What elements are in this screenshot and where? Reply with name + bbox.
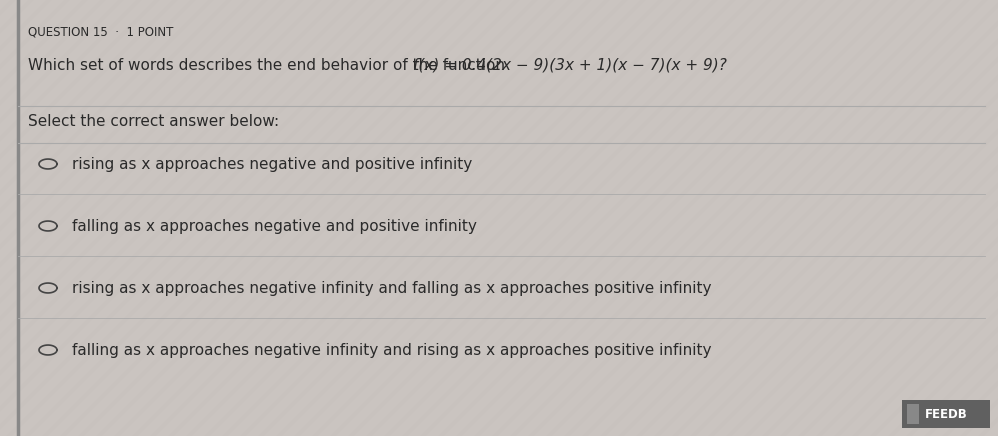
Text: falling as x approaches negative and positive infinity: falling as x approaches negative and pos… (72, 218, 477, 234)
Text: QUESTION 15  ·  1 POINT: QUESTION 15 · 1 POINT (28, 26, 174, 39)
Text: f(x) = 0.4(2x − 9)(3x + 1)(x − 7)(x + 9)?: f(x) = 0.4(2x − 9)(3x + 1)(x − 7)(x + 9)… (413, 58, 727, 73)
Text: falling as x approaches negative infinity and rising as x approaches positive in: falling as x approaches negative infinit… (72, 343, 712, 358)
Bar (902, 400, 990, 428)
Text: rising as x approaches negative infinity and falling as x approaches positive in: rising as x approaches negative infinity… (72, 280, 712, 296)
Text: rising as x approaches negative and positive infinity: rising as x approaches negative and posi… (72, 157, 472, 171)
Text: Select the correct answer below:: Select the correct answer below: (28, 114, 279, 129)
Bar (907, 404, 919, 424)
Text: FEEDB: FEEDB (925, 408, 968, 420)
Text: Which set of words describes the end behavior of the function: Which set of words describes the end beh… (28, 58, 510, 73)
